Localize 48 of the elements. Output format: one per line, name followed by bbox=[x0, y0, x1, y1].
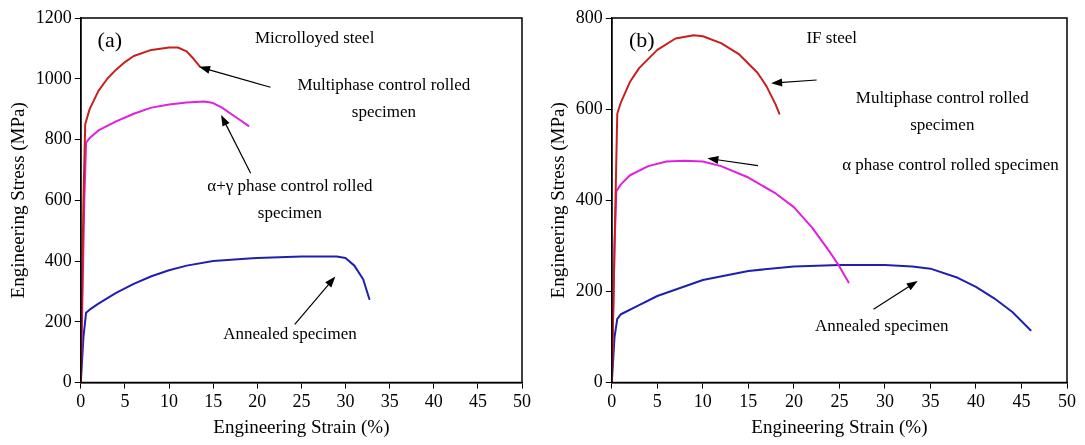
annotation: α phase control rolled specimen bbox=[842, 155, 1060, 175]
y-tick-label: 600 bbox=[575, 97, 603, 118]
y-tick-label: 800 bbox=[44, 128, 72, 149]
y-tick-label: 200 bbox=[575, 280, 603, 301]
annotation: Annealed specimen bbox=[223, 323, 358, 343]
x-tick-label: 10 bbox=[160, 391, 179, 412]
annotation: IF steel bbox=[806, 28, 858, 48]
x-tick-label: 35 bbox=[380, 391, 399, 412]
x-tick-label: 0 bbox=[76, 391, 86, 412]
y-tick-label: 1200 bbox=[35, 6, 72, 27]
x-tick-label: 25 bbox=[292, 391, 311, 412]
y-tick-label: 800 bbox=[575, 6, 603, 27]
y-tick-label: 200 bbox=[44, 310, 72, 331]
x-tick-label: 30 bbox=[336, 391, 355, 412]
y-tick-label: 400 bbox=[575, 189, 603, 210]
x-tick-label: 5 bbox=[120, 391, 130, 412]
x-tick-label: 20 bbox=[784, 391, 803, 412]
x-tick-label: 40 bbox=[424, 391, 443, 412]
x-tick-label: 20 bbox=[248, 391, 267, 412]
x-tick-label: 15 bbox=[204, 391, 223, 412]
x-tick-label: 10 bbox=[693, 391, 712, 412]
x-tick-label: 50 bbox=[513, 391, 531, 412]
annotation: Multiphase control rolled specimen bbox=[297, 74, 471, 121]
x-tick-label: 0 bbox=[607, 391, 617, 412]
x-tick-label: 30 bbox=[875, 391, 894, 412]
y-tick-label: 0 bbox=[593, 371, 603, 392]
x-tick-label: 25 bbox=[830, 391, 849, 412]
annotation: α+γ phase control rolled specimen bbox=[207, 175, 374, 222]
y-tick-label: 0 bbox=[62, 371, 72, 392]
y-axis-title: Engineering Stress (MPa) bbox=[547, 102, 570, 299]
y-tick-label: 400 bbox=[44, 249, 72, 270]
x-tick-label: 40 bbox=[966, 391, 985, 412]
x-tick-label: 50 bbox=[1058, 391, 1076, 412]
x-tick-label: 35 bbox=[921, 391, 940, 412]
y-tick-label: 600 bbox=[44, 189, 72, 210]
annotation: Multiphase control rolled specimen bbox=[855, 87, 1030, 134]
x-tick-label: 5 bbox=[652, 391, 662, 412]
x-tick-label: 15 bbox=[739, 391, 758, 412]
x-axis-title: Engineering Strain (%) bbox=[751, 415, 928, 438]
annotation: (b) bbox=[628, 27, 655, 53]
y-axis-title: Engineering Stress (MPa) bbox=[7, 102, 30, 299]
annotation: (a) bbox=[97, 27, 123, 53]
y-tick-label: 1000 bbox=[35, 67, 72, 88]
x-tick-label: 45 bbox=[468, 391, 487, 412]
x-tick-label: 45 bbox=[1012, 391, 1031, 412]
annotation: Microlloyed steel bbox=[254, 28, 375, 48]
x-axis-title: Engineering Strain (%) bbox=[213, 415, 390, 438]
annotation: Annealed specimen bbox=[814, 315, 950, 335]
